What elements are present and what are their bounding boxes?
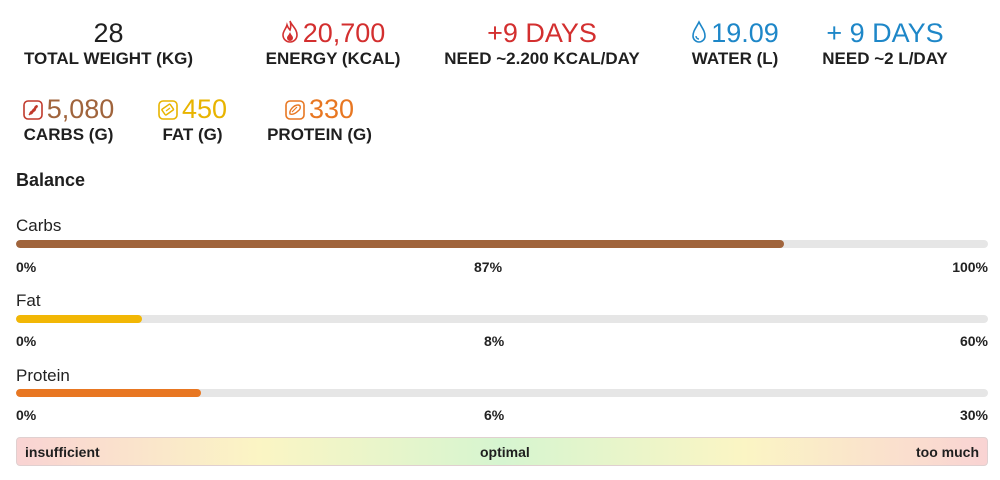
protein-value: 330 xyxy=(308,94,355,124)
wheat-icon xyxy=(22,94,47,124)
protein-bar-min: 0% xyxy=(16,407,37,423)
protein-bar-max: 30% xyxy=(959,407,988,423)
stat-energy-days: +9 DAYS NEED ~2.200 KCAL/DAY xyxy=(432,18,652,70)
flame-icon xyxy=(281,18,303,48)
balance-legend: insufficient optimal too much xyxy=(16,437,988,466)
carbs-label: CARBS (G) xyxy=(23,125,114,144)
protein-bar-value: 6% xyxy=(484,407,505,423)
carbs-value: 5,080 xyxy=(46,94,115,124)
protein-label: PROTEIN (G) xyxy=(267,125,372,144)
water-drop-icon xyxy=(691,18,711,48)
carbs-bar-value: 87% xyxy=(474,259,503,275)
meat-icon xyxy=(285,94,309,124)
total-weight-label: TOTAL WEIGHT (KG) xyxy=(23,49,194,68)
legend-too-much: too much xyxy=(916,444,979,460)
stat-protein: 330 PROTEIN (G) xyxy=(262,94,377,146)
legend-optimal: optimal xyxy=(480,444,530,460)
fat-value: 450 xyxy=(181,94,228,124)
balance-title: Balance xyxy=(16,170,86,190)
fat-label: FAT (G) xyxy=(162,125,223,144)
fat-bar-track xyxy=(16,315,988,323)
stat-water: 19.09 WATER (L) xyxy=(680,18,790,70)
protein-bar-label: Protein xyxy=(16,366,70,385)
water-days-label: NEED ~2 L/DAY xyxy=(822,49,948,68)
fat-bar-min: 0% xyxy=(16,333,37,349)
legend-insufficient: insufficient xyxy=(25,444,100,460)
fat-bar-label: Fat xyxy=(16,291,41,310)
energy-days-value: +9 DAYS xyxy=(487,18,597,48)
water-label: WATER (L) xyxy=(691,49,779,68)
butter-icon xyxy=(158,94,182,124)
protein-bar-fill xyxy=(16,389,201,397)
protein-bar-track xyxy=(16,389,988,397)
stat-water-days: + 9 DAYS NEED ~2 L/DAY xyxy=(810,18,960,70)
carbs-bar-max: 100% xyxy=(952,259,988,275)
stat-energy: 20,700 ENERGY (KCAL) xyxy=(258,18,408,70)
water-value: 19.09 xyxy=(711,18,779,48)
carbs-bar-label: Carbs xyxy=(16,216,62,235)
energy-days-label: NEED ~2.200 KCAL/DAY xyxy=(444,49,640,68)
carbs-bar-min: 0% xyxy=(16,259,37,275)
fat-bar-fill xyxy=(16,315,143,323)
energy-label: ENERGY (KCAL) xyxy=(265,49,401,68)
stat-total-weight: 28 TOTAL WEIGHT (KG) xyxy=(16,18,201,70)
carbs-bar-track xyxy=(16,240,988,248)
water-days-value: + 9 DAYS xyxy=(826,18,944,48)
stat-carbs: 5,080 CARBS (G) xyxy=(16,94,121,146)
energy-value: 20,700 xyxy=(302,18,386,48)
total-weight-value: 28 xyxy=(93,18,124,48)
carbs-bar-fill xyxy=(16,240,784,248)
stat-fat: 450 FAT (G) xyxy=(150,94,235,146)
fat-bar-value: 8% xyxy=(484,333,505,349)
fat-bar-max: 60% xyxy=(959,333,988,349)
